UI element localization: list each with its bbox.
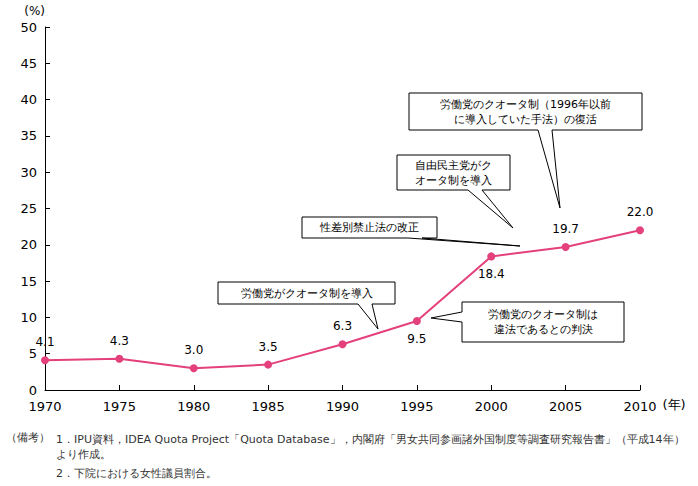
svg-text:(%): (%)	[24, 4, 45, 18]
svg-text:22.0: 22.0	[627, 205, 654, 219]
svg-text:より作成。: より作成。	[56, 448, 111, 461]
svg-text:5: 5	[28, 346, 37, 362]
svg-text:45: 45	[20, 56, 37, 71]
svg-text:オータ制を導入: オータ制を導入	[415, 174, 492, 187]
svg-text:4.3: 4.3	[110, 334, 129, 348]
svg-text:2．下院における女性議員割合。: 2．下院における女性議員割合。	[56, 467, 217, 480]
svg-text:1．IPU資料，IDEA Quota Project「Quo: 1．IPU資料，IDEA Quota Project「Quota Databas…	[56, 433, 685, 446]
svg-text:30: 30	[20, 165, 37, 180]
svg-text:25: 25	[20, 201, 37, 216]
svg-text:に導入していた手法）の復活: に導入していた手法）の復活	[454, 113, 597, 126]
svg-text:35: 35	[20, 128, 37, 143]
svg-text:労働党のクオータ制（1996年以前: 労働党のクオータ制（1996年以前	[440, 98, 611, 111]
svg-text:40: 40	[20, 92, 37, 107]
svg-text:性差別禁止法の改正: 性差別禁止法の改正	[319, 221, 419, 234]
svg-text:4.1: 4.1	[35, 335, 54, 349]
svg-text:3.5: 3.5	[259, 340, 278, 354]
svg-text:1990: 1990	[326, 399, 359, 414]
svg-text:6.3: 6.3	[333, 319, 352, 333]
svg-text:2000: 2000	[475, 399, 508, 414]
svg-text:1970: 1970	[28, 399, 61, 414]
svg-text:20: 20	[20, 237, 37, 252]
svg-text:0: 0	[29, 383, 37, 398]
svg-text:違法であるとの判決: 違法であるとの判決	[494, 323, 593, 336]
svg-text:9.5: 9.5	[407, 332, 426, 346]
svg-text:労働党のクオータ制は: 労働党のクオータ制は	[488, 308, 598, 321]
svg-text:18.4: 18.4	[478, 267, 505, 281]
svg-text:50: 50	[20, 20, 37, 35]
svg-text:10: 10	[20, 310, 37, 325]
svg-text:3.0: 3.0	[184, 343, 203, 357]
svg-text:1985: 1985	[252, 399, 285, 414]
svg-text:自由民主党がク: 自由民主党がク	[415, 159, 492, 172]
svg-text:（備考）: （備考）	[6, 431, 50, 444]
svg-text:2005: 2005	[549, 399, 582, 414]
svg-text:15: 15	[20, 274, 37, 289]
svg-text:労働党がクオータ制を導入: 労働党がクオータ制を導入	[241, 287, 373, 300]
svg-text:1995: 1995	[400, 399, 433, 414]
svg-text:1975: 1975	[103, 399, 136, 414]
svg-text:(年): (年)	[662, 397, 685, 412]
svg-text:19.7: 19.7	[552, 222, 579, 236]
svg-text:2010: 2010	[623, 399, 656, 414]
svg-text:1980: 1980	[177, 399, 210, 414]
